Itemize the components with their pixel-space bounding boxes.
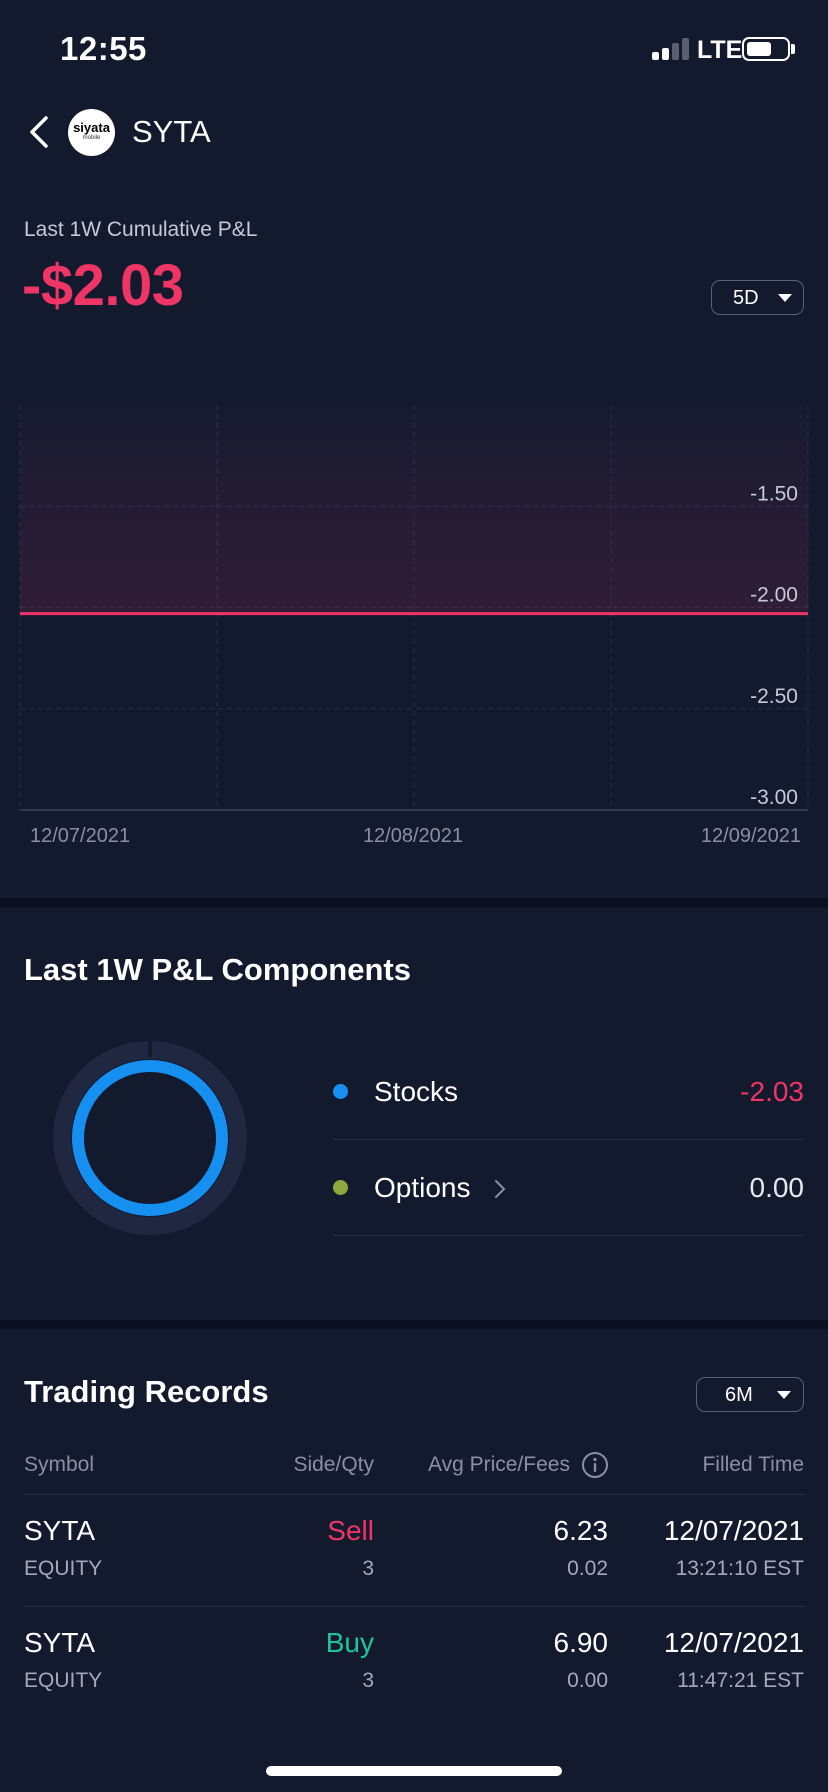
- chart-range-label: 5D: [733, 287, 759, 309]
- col-header-avg-price-fees: Avg Price/Fees: [427, 1453, 570, 1476]
- component-row-options[interactable]: Options 0.00: [333, 1140, 804, 1236]
- col-header-filled-time: Filled Time: [702, 1453, 804, 1476]
- pnl-components-donut: [53, 1040, 247, 1235]
- options-dot-icon: [333, 1180, 348, 1195]
- pnl-chart: -1.50 -2.00 -2.50 -3.00 12/07/2021 12/08/202…: [19, 405, 809, 847]
- record-side: Sell: [327, 1515, 374, 1546]
- component-row-stocks: Stocks -2.03: [333, 1044, 804, 1140]
- x-tick-label: 12/09/2021: [701, 825, 801, 847]
- battery-cap: [791, 44, 795, 54]
- stocks-dot-icon: [333, 1084, 348, 1099]
- x-tick-label: 12/08/2021: [363, 825, 463, 847]
- record-type: EQUITY: [24, 1557, 103, 1580]
- section-divider: [0, 1320, 828, 1329]
- y-tick-label: -3.00: [750, 786, 798, 809]
- row-divider: [24, 1606, 804, 1607]
- y-tick-label: -1.50: [750, 482, 798, 505]
- company-logo: siyata mobile: [68, 109, 115, 156]
- record-qty: 3: [362, 1669, 374, 1692]
- record-symbol: SYTA: [24, 1627, 96, 1658]
- network-type: LTE: [697, 36, 743, 64]
- record-time: 11:47:21 EST: [677, 1669, 804, 1692]
- battery-icon: [742, 37, 790, 61]
- logo-text: siyata: [73, 120, 110, 135]
- record-qty: 3: [362, 1557, 374, 1580]
- info-icon[interactable]: [581, 1451, 609, 1479]
- record-price: 6.90: [553, 1627, 609, 1658]
- y-tick-label: -2.00: [750, 584, 798, 607]
- dropdown-caret-icon: [778, 294, 792, 302]
- components-title: Last 1W P&L Components: [24, 952, 411, 987]
- records-title: Trading Records: [24, 1374, 269, 1409]
- status-bar: 12:55 LTE: [0, 0, 828, 100]
- pnl-label: Last 1W Cumulative P&L: [24, 218, 258, 241]
- record-type: EQUITY: [24, 1669, 103, 1692]
- record-fees: 0.02: [567, 1557, 608, 1580]
- nav-bar: siyata mobile SYTA: [0, 100, 828, 166]
- record-price: 6.23: [553, 1515, 609, 1546]
- chart-area-fill: [20, 405, 808, 614]
- section-divider: [0, 898, 828, 907]
- row-divider: [24, 1494, 804, 1495]
- record-time: 13:21:10 EST: [675, 1557, 804, 1580]
- component-name: Stocks: [374, 1076, 459, 1107]
- component-value: 0.00: [749, 1172, 805, 1203]
- home-indicator: [266, 1766, 562, 1776]
- chevron-right-icon: [495, 1180, 506, 1198]
- component-value: -2.03: [740, 1076, 804, 1107]
- back-chevron-icon[interactable]: [22, 112, 58, 152]
- x-tick-label: 12/07/2021: [30, 825, 130, 847]
- col-header-side-qty: Side/Qty: [293, 1453, 374, 1476]
- records-range-label: 6M: [725, 1384, 753, 1406]
- record-side: Buy: [325, 1627, 374, 1658]
- cellular-signal-icon: [652, 38, 690, 60]
- col-header-symbol: Symbol: [24, 1453, 95, 1476]
- y-tick-label: -2.50: [750, 685, 798, 708]
- pnl-value: -$2.03: [22, 253, 184, 318]
- record-fees: 0.00: [567, 1669, 608, 1692]
- records-range-dropdown[interactable]: 6M: [696, 1377, 804, 1412]
- record-date: 12/07/2021: [663, 1515, 804, 1546]
- record-date: 12/07/2021: [663, 1627, 804, 1658]
- component-name: Options: [374, 1172, 471, 1203]
- status-time: 12:55: [60, 30, 147, 67]
- chart-range-dropdown[interactable]: 5D: [711, 280, 804, 315]
- record-symbol: SYTA: [24, 1515, 96, 1546]
- ticker-title: SYTA: [132, 114, 211, 149]
- logo-subtext: mobile: [82, 135, 101, 141]
- dropdown-caret-icon: [777, 1391, 791, 1399]
